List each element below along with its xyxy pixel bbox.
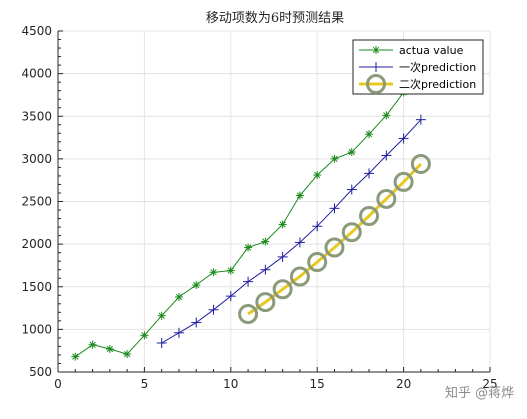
data-point — [294, 237, 305, 248]
watermark: 知乎 @蒋烨 — [445, 385, 514, 401]
data-point — [312, 221, 323, 232]
y-tick-label: 3500 — [21, 109, 52, 123]
data-point — [238, 304, 259, 325]
data-point — [313, 171, 322, 180]
data-point — [329, 203, 340, 214]
data-point — [365, 130, 374, 139]
data-point — [295, 191, 304, 200]
legend-entry: 一次prediction — [359, 60, 476, 74]
data-point — [243, 276, 254, 287]
series-0 — [71, 88, 408, 361]
data-point — [174, 292, 183, 301]
legend-label: 一次prediction — [399, 60, 476, 74]
data-point — [156, 338, 167, 349]
data-point — [209, 268, 218, 277]
y-tick-label: 4000 — [21, 67, 52, 81]
axes: 500 1000 1500 2000 2500 3000 3500 4000 4500 0 5 10 1… — [21, 24, 497, 391]
data-point — [415, 114, 426, 125]
data-point — [157, 311, 166, 320]
data-point — [393, 171, 414, 192]
data-point — [208, 304, 219, 315]
data-point — [359, 205, 380, 226]
data-point — [192, 281, 201, 290]
legend: actua value 一次prediction 二次prediction — [352, 39, 484, 95]
data-point — [71, 352, 80, 361]
data-point — [381, 150, 392, 161]
y-tick-label: 2000 — [21, 237, 52, 251]
legend-entry: 二次prediction — [359, 74, 476, 94]
series-line — [161, 119, 422, 344]
y-tick-label: 500 — [29, 365, 52, 379]
data-point — [272, 279, 293, 300]
data-point — [225, 291, 236, 302]
data-point — [226, 266, 235, 275]
data-point — [255, 292, 276, 313]
data-point — [398, 133, 409, 144]
y-tick-label: 2500 — [21, 195, 52, 209]
legend-label: 二次prediction — [399, 77, 476, 91]
y-tick-label: 4500 — [21, 24, 52, 38]
legend-entry: actua value — [359, 44, 464, 57]
series-layer — [71, 88, 431, 361]
data-point — [376, 188, 397, 209]
x-tick-label: 0 — [54, 377, 62, 391]
data-point — [347, 148, 356, 157]
legend-marker — [366, 74, 386, 94]
data-point — [140, 331, 149, 340]
data-point — [278, 220, 287, 229]
x-tick-label: 20 — [396, 377, 411, 391]
series-2 — [238, 153, 431, 325]
y-tick-label: 1500 — [21, 280, 52, 294]
data-point — [307, 252, 328, 273]
data-point — [346, 184, 357, 195]
data-point — [410, 153, 431, 174]
data-point — [382, 111, 391, 120]
chart-title: 移动项数为6时预测结果 — [206, 11, 344, 26]
legend-label: actua value — [399, 44, 464, 57]
data-point — [88, 340, 97, 349]
x-tick-label: 25 — [482, 377, 497, 391]
data-point — [341, 222, 362, 243]
x-tick-label: 5 — [141, 377, 149, 391]
data-point — [244, 243, 253, 252]
data-point — [123, 350, 132, 359]
data-point — [364, 168, 375, 179]
data-point — [173, 327, 184, 338]
series-line — [75, 92, 404, 358]
x-tick-label: 10 — [223, 377, 238, 391]
data-point — [277, 251, 288, 262]
legend-marker — [372, 46, 380, 54]
data-point — [260, 264, 271, 275]
y-tick-label: 1000 — [21, 322, 52, 336]
series-1 — [156, 114, 426, 349]
y-tick-label: 3000 — [21, 152, 52, 166]
data-point — [330, 154, 339, 163]
data-point — [289, 266, 310, 287]
data-point — [105, 344, 114, 353]
grid — [57, 30, 491, 373]
legend-marker — [371, 62, 381, 72]
data-point — [261, 237, 270, 246]
data-point — [324, 237, 345, 258]
x-tick-label: 15 — [310, 377, 325, 391]
data-point — [191, 317, 202, 328]
